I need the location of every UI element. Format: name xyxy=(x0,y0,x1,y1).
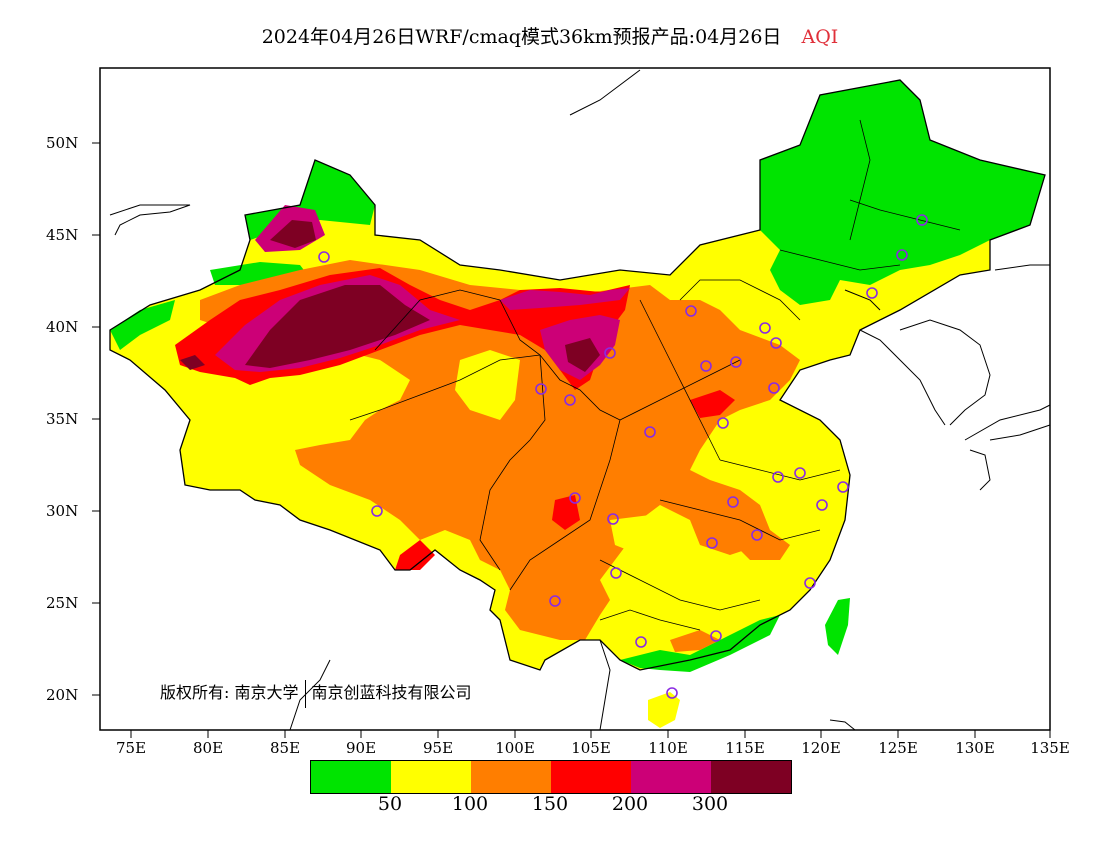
aqi-legend xyxy=(310,760,792,794)
station-marker xyxy=(700,360,712,372)
legend-swatch xyxy=(311,761,391,793)
copyright-notice: 版权所有: 南京大学 南京创蓝科技有限公司 xyxy=(160,679,472,708)
copyright-prefix: 版权所有: xyxy=(160,683,230,702)
region-good xyxy=(620,615,780,672)
region-moderate xyxy=(610,515,660,555)
aqi-fill-layer xyxy=(110,80,1045,728)
title-variable: AQI xyxy=(801,26,839,48)
region-unhealthy xyxy=(552,495,580,530)
lat-tick-label: 20N xyxy=(46,686,79,704)
legend-label: 300 xyxy=(691,793,729,815)
lat-tick-label: 45N xyxy=(46,226,79,244)
station-marker xyxy=(318,251,330,263)
province-boundaries xyxy=(349,119,961,631)
station-marker xyxy=(371,505,383,517)
region-good xyxy=(825,598,850,655)
station-marker xyxy=(549,595,561,607)
station-markers xyxy=(318,214,928,699)
station-marker xyxy=(727,496,739,508)
legend-label: 100 xyxy=(451,793,489,815)
axis-ticks xyxy=(92,142,1051,738)
legend-swatch xyxy=(471,761,551,793)
station-marker xyxy=(644,426,656,438)
station-marker xyxy=(607,513,619,525)
region-good xyxy=(110,300,175,350)
lon-tick-label: 100E xyxy=(495,739,535,757)
station-marker xyxy=(804,577,816,589)
station-marker xyxy=(535,383,547,395)
station-marker xyxy=(685,305,697,317)
lon-tick-label: 90E xyxy=(345,739,377,757)
legend-label: 50 xyxy=(377,793,403,815)
station-marker xyxy=(751,529,763,541)
legend-label: 150 xyxy=(531,793,569,815)
lon-tick-label: 80E xyxy=(192,739,224,757)
station-marker xyxy=(610,567,622,579)
station-marker xyxy=(706,537,718,549)
region-hazardous xyxy=(180,355,205,370)
copyright-org2: 南京创蓝科技有限公司 xyxy=(311,683,472,702)
lon-tick-label: 135E xyxy=(1030,739,1070,757)
lon-tick-label: 95E xyxy=(422,739,454,757)
country-outline xyxy=(109,79,1046,671)
legend-label: 200 xyxy=(611,793,649,815)
region-usg xyxy=(670,630,720,652)
title-main: 2024年04月26日WRF/cmaq模式36km预报产品:04月26日 xyxy=(261,26,782,48)
station-marker xyxy=(916,214,928,226)
lat-tick-label: 35N xyxy=(46,410,79,428)
lat-tick-label: 25N xyxy=(46,594,79,612)
station-marker xyxy=(564,394,576,406)
lon-tick-label: 115E xyxy=(725,739,765,757)
region-moderate xyxy=(648,692,680,728)
station-marker xyxy=(759,322,771,334)
station-marker xyxy=(768,382,780,394)
lon-tick-label: 110E xyxy=(648,739,688,757)
lon-tick-label: 130E xyxy=(955,739,995,757)
station-marker xyxy=(837,481,849,493)
station-marker xyxy=(666,687,678,699)
region-usg xyxy=(200,260,800,640)
station-marker xyxy=(896,249,908,261)
station-marker xyxy=(772,471,784,483)
lon-tick-label: 75E xyxy=(115,739,147,757)
copyright-org1: 南京大学 xyxy=(234,683,299,702)
station-marker xyxy=(604,347,616,359)
station-marker xyxy=(794,467,806,479)
region-hazardous xyxy=(270,220,316,248)
legend-swatch xyxy=(711,761,791,793)
region-unhealthy xyxy=(395,540,435,570)
station-marker xyxy=(569,492,581,504)
copyright-separator xyxy=(304,679,306,708)
station-marker xyxy=(710,630,722,642)
station-marker xyxy=(770,337,782,349)
legend-swatch xyxy=(551,761,631,793)
station-marker xyxy=(635,636,647,648)
station-marker xyxy=(866,287,878,299)
lat-tick-label: 50N xyxy=(46,134,79,152)
lon-tick-label: 105E xyxy=(571,739,611,757)
region-hazardous xyxy=(565,338,600,372)
region-very-unhealthy xyxy=(500,288,630,310)
region-hazardous xyxy=(245,285,430,368)
lat-tick-label: 30N xyxy=(46,502,79,520)
region-good xyxy=(760,80,1045,305)
lon-tick-label: 125E xyxy=(878,739,918,757)
lat-tick-label: 40N xyxy=(46,318,79,336)
neighbor-coastlines xyxy=(109,69,1051,731)
lon-tick-label: 120E xyxy=(801,739,841,757)
map-title: 2024年04月26日WRF/cmaq模式36km预报产品:04月26日 AQI xyxy=(0,22,1100,49)
region-moderate xyxy=(455,350,520,420)
station-marker xyxy=(816,499,828,511)
lon-tick-label: 85E xyxy=(269,739,301,757)
legend-swatch xyxy=(631,761,711,793)
station-marker xyxy=(717,417,729,429)
region-unhealthy xyxy=(690,390,735,418)
station-marker xyxy=(730,356,742,368)
legend-swatch xyxy=(391,761,471,793)
